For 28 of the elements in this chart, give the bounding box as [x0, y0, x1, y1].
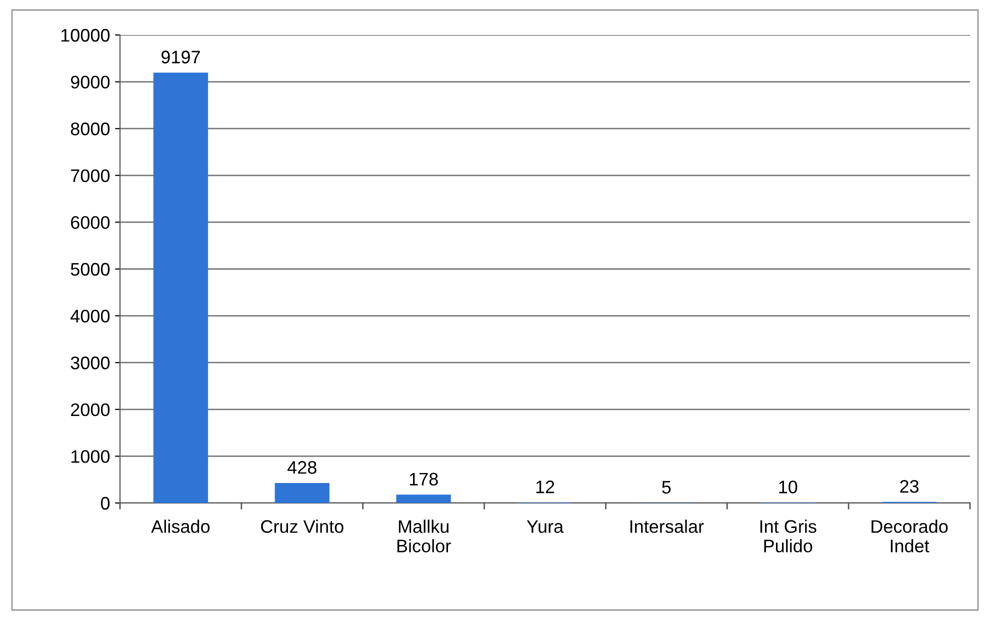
x-tick-label: Yura [526, 520, 564, 533]
data-label: 428 [287, 461, 316, 474]
y-tick-label: 7000 [71, 169, 110, 182]
y-tick-label: 4000 [70, 310, 110, 323]
y-tick-label: 8000 [70, 122, 110, 136]
y-tick-label: 9000 [70, 76, 110, 89]
y-tick-label: 0 [100, 496, 110, 510]
bar [153, 72, 208, 503]
data-label: 10 [779, 480, 798, 494]
bar [396, 494, 451, 503]
x-tick-label: Decorado Indet [872, 520, 948, 552]
data-label: 12 [536, 480, 554, 494]
data-label: 178 [410, 472, 438, 486]
bar [274, 482, 330, 503]
y-tick-label: 5000 [70, 262, 110, 276]
data-label: 23 [900, 480, 919, 493]
x-tick-label: Int Gris Pulido [760, 520, 816, 552]
x-tick-label: Cruz Vinto [261, 520, 344, 533]
y-tick-label: 6000 [71, 216, 110, 229]
y-tick-label: 1000 [71, 450, 110, 463]
y-tick-label: 10000 [61, 28, 110, 42]
x-tick-label: Alisado [151, 520, 210, 533]
y-tick-label: 2000 [71, 403, 110, 416]
data-label: 9197 [161, 50, 200, 64]
y-tick-label: 3000 [70, 356, 110, 370]
data-label: 5 [662, 481, 671, 494]
x-tick-label: Intersalar [630, 520, 704, 533]
x-tick-label: Mallku Bicolor [397, 520, 451, 552]
